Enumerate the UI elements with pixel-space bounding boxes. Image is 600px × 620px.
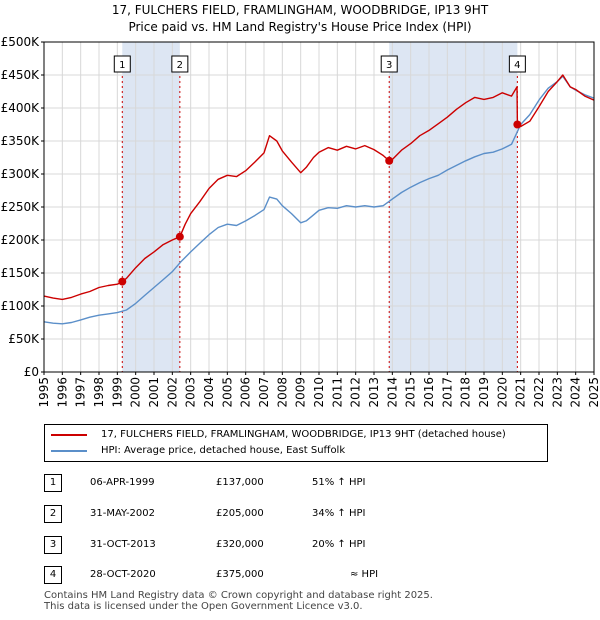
x-tick-label: 2021: [514, 377, 528, 408]
transaction-vs-hpi: 34% ↑ HPI: [312, 508, 366, 519]
transaction-number: 3: [44, 536, 62, 554]
legend-swatch-property: [51, 434, 87, 436]
x-tick-label: 2006: [239, 377, 253, 408]
x-tick-label: 2022: [532, 377, 546, 408]
x-tick-label: 2015: [404, 377, 418, 408]
x-tick-label: 2018: [459, 377, 473, 408]
transaction-vs-hpi: 51% ↑ HPI: [312, 477, 366, 488]
x-tick-label: 2008: [275, 377, 289, 408]
x-tick-label: 2023: [550, 377, 564, 408]
x-tick-label: 2012: [349, 377, 363, 408]
chart-subtitle: Price paid vs. HM Land Registry's House …: [128, 20, 472, 34]
chart-title: 17, FULCHERS FIELD, FRAMLINGHAM, WOODBRI…: [111, 3, 489, 17]
x-tick-label: 1999: [110, 377, 124, 408]
y-tick-label: £150K: [1, 266, 41, 280]
y-tick-label: £0: [24, 365, 39, 379]
x-tick-label: 2009: [294, 377, 308, 408]
transaction-price: £137,000: [216, 477, 264, 488]
transaction-price: £320,000: [216, 539, 264, 550]
x-tick-label: 2025: [587, 377, 600, 408]
transaction-price: £205,000: [216, 508, 264, 519]
sale-point: [513, 120, 522, 129]
y-tick-label: £400K: [1, 101, 41, 115]
x-tick-label: 1996: [55, 377, 69, 408]
x-tick-label: 2005: [220, 377, 234, 408]
y-tick-label: £500K: [1, 35, 41, 49]
sale-number-label: 2: [177, 60, 183, 71]
footer-copyright: Contains HM Land Registry data © Crown c…: [44, 590, 433, 601]
sale-number-box: [113, 55, 131, 73]
transaction-number: 2: [44, 505, 62, 523]
sale-number-box: [171, 55, 189, 73]
y-tick-label: £200K: [1, 233, 41, 247]
legend-label-property: 17, FULCHERS FIELD, FRAMLINGHAM, WOODBRI…: [101, 429, 506, 440]
x-tick-label: 1997: [74, 377, 88, 408]
transaction-date: 31-OCT-2013: [90, 539, 156, 550]
sale-number-label: 1: [119, 60, 125, 71]
transaction-vs-hpi: ≈ HPI: [350, 569, 379, 580]
x-tick-label: 2024: [569, 377, 583, 408]
transaction-date: 06-APR-1999: [90, 477, 155, 488]
x-tick-label: 1998: [92, 377, 106, 408]
hpi-line: [43, 75, 595, 325]
y-tick-label: £350K: [1, 134, 41, 148]
y-tick-label: £100K: [1, 299, 41, 313]
y-tick-label: £300K: [1, 167, 41, 181]
transaction-date: 31-MAY-2002: [90, 508, 156, 519]
x-tick-label: 2019: [477, 377, 491, 408]
y-tick-label: £450K: [1, 68, 41, 82]
x-tick-label: 2014: [385, 377, 399, 408]
transaction-number: 1: [44, 474, 62, 492]
x-tick-label: 2017: [440, 377, 454, 408]
sale-number-box: [380, 55, 398, 73]
footer: Contains HM Land Registry data © Crown c…: [44, 590, 433, 612]
footer-licence: This data is licensed under the Open Gov…: [44, 601, 363, 612]
x-tick-label: 2007: [257, 377, 271, 408]
legend: 17, FULCHERS FIELD, FRAMLINGHAM, WOODBRI…: [44, 424, 548, 462]
sale-point: [175, 232, 184, 241]
x-tick-label: 2011: [330, 377, 344, 408]
x-tick-label: 2003: [184, 377, 198, 408]
y-tick-label: £250K: [1, 200, 41, 214]
transaction-price: £375,000: [216, 569, 264, 580]
legend-label-hpi: HPI: Average price, detached house, East…: [101, 445, 346, 456]
x-tick-label: 2000: [129, 377, 143, 408]
legend-swatch-hpi: [51, 450, 87, 452]
price-chart: 1 2 3 4 £0 £50K £100K £150K £200K £250K £300K £350K…: [1, 35, 600, 408]
x-tick-label: 2004: [202, 377, 216, 408]
x-tick-label: 2020: [495, 377, 509, 408]
transaction-vs-hpi: 20% ↑ HPI: [312, 539, 366, 550]
x-tick-label: 2001: [147, 377, 161, 408]
x-tick-label: 2010: [312, 377, 326, 408]
sale-point: [118, 277, 127, 286]
sale-point: [385, 156, 394, 165]
x-tick-label: 2013: [367, 377, 381, 408]
sale-number-label: 4: [514, 60, 520, 71]
sale-number-box: [508, 55, 526, 73]
x-tick-label: 1995: [37, 377, 51, 408]
x-tick-label: 2002: [165, 377, 179, 408]
transaction-date: 28-OCT-2020: [90, 569, 156, 580]
y-tick-label: £50K: [8, 332, 40, 346]
property-price-line: [43, 74, 595, 301]
x-tick-label: 2016: [422, 377, 436, 408]
transaction-number: 4: [44, 566, 62, 584]
sale-number-label: 3: [386, 60, 392, 71]
